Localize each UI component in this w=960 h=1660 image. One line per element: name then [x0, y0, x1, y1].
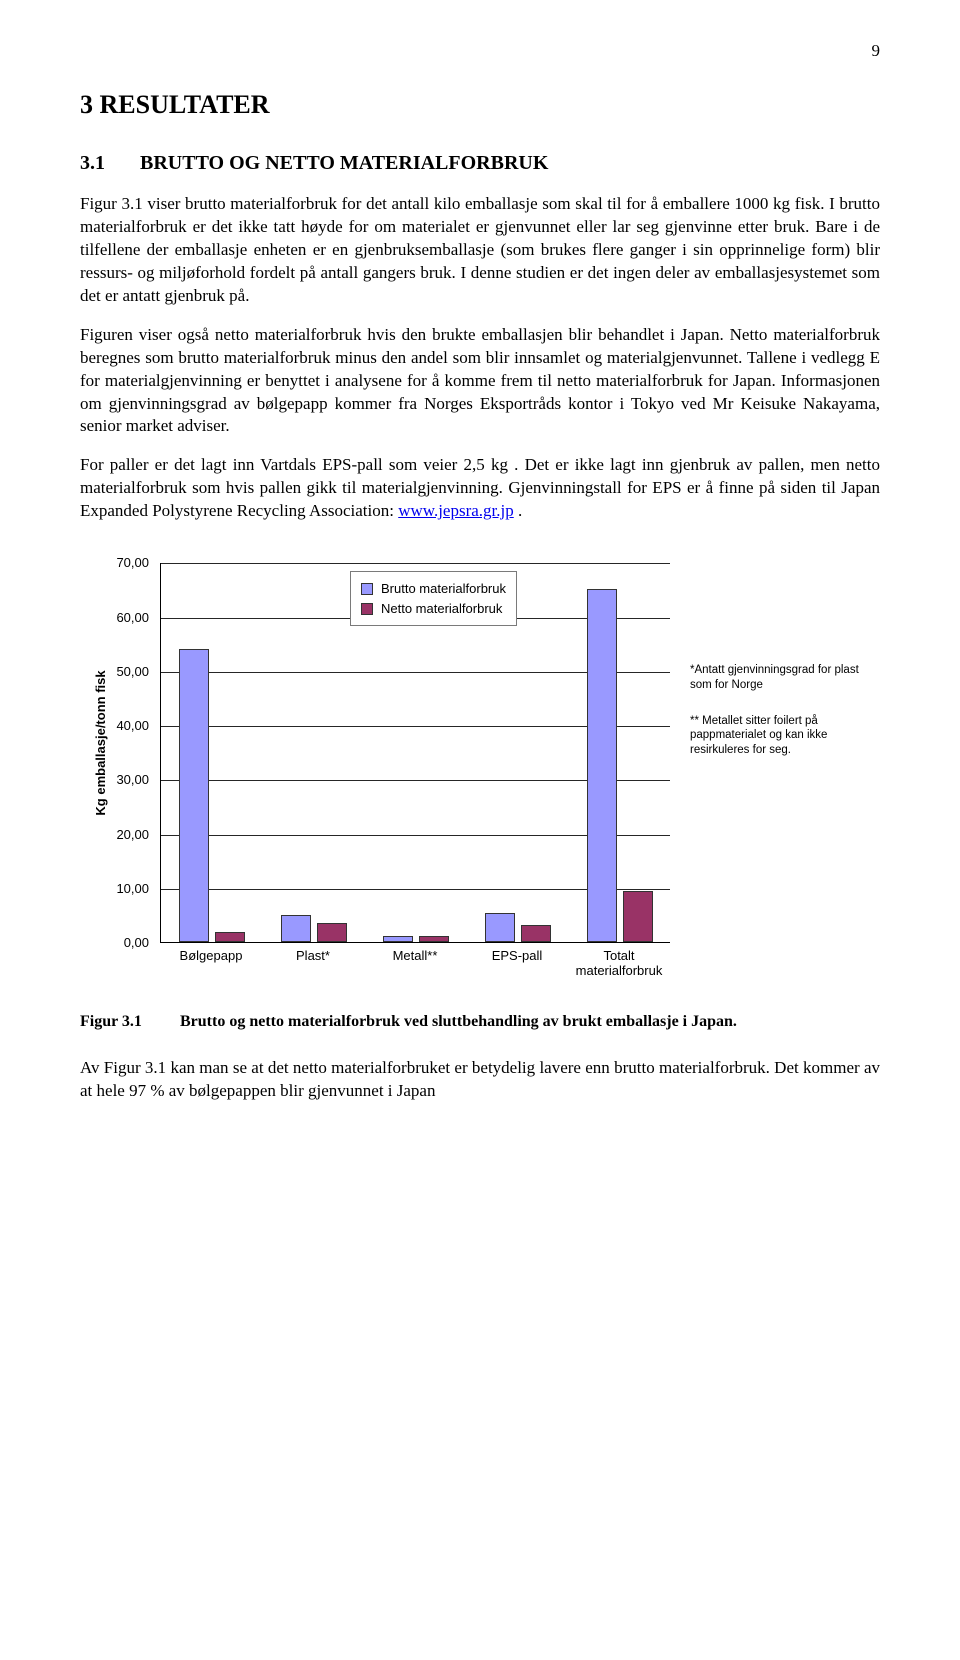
footnote-metall: ** Metallet sitter foilert på pappmateri… — [690, 714, 870, 757]
legend-swatch — [361, 603, 373, 615]
figure-caption-text: Brutto og netto materialforbruk ved slut… — [180, 1013, 737, 1030]
bar — [419, 936, 449, 943]
heading-section-3-1: 3.1BRUTTO OG NETTO MATERIALFORBRUK — [80, 150, 880, 177]
chart-footnotes: *Antatt gjenvinningsgrad for plast som f… — [690, 663, 870, 779]
heading-text: BRUTTO OG NETTO MATERIALFORBRUK — [140, 152, 548, 174]
y-tick-label: 60,00 — [80, 609, 155, 627]
figure-caption: Figur 3.1 Brutto og netto materialforbru… — [80, 1011, 880, 1033]
footnote-plast: *Antatt gjenvinningsgrad for plast som f… — [690, 663, 870, 692]
y-tick-label: 50,00 — [80, 663, 155, 681]
bar — [179, 649, 209, 942]
y-tick-label: 0,00 — [80, 934, 155, 952]
body-text: . — [514, 501, 523, 520]
jepsra-link[interactable]: www.jepsra.gr.jp — [398, 501, 514, 520]
y-tick-label: 30,00 — [80, 772, 155, 790]
figure-label: Figur 3.1 — [80, 1011, 176, 1033]
heading-results: 3 RESULTATER — [80, 87, 880, 122]
bar — [485, 913, 515, 942]
material-usage-chart: Kg emballasje/tonn fisk Brutto materialf… — [80, 553, 880, 993]
legend-swatch — [361, 583, 373, 595]
legend-item: Brutto materialforbruk — [361, 580, 506, 598]
body-paragraph: For paller er det lagt inn Vartdals EPS-… — [80, 454, 880, 523]
bar — [281, 915, 311, 942]
bar — [521, 925, 551, 942]
y-tick-label: 10,00 — [80, 880, 155, 898]
x-tick-label: Totaltmaterialforbruk — [576, 949, 663, 979]
y-tick-label: 20,00 — [80, 826, 155, 844]
bar — [383, 936, 413, 943]
legend-item: Netto materialforbruk — [361, 600, 506, 618]
x-tick-label: Bølgepapp — [180, 949, 243, 964]
chart-legend: Brutto materialforbruk Netto materialforb… — [350, 571, 517, 626]
x-tick-label: Metall** — [393, 949, 438, 964]
y-axis-label: Kg emballasje/tonn fisk — [92, 671, 110, 816]
y-tick-label: 70,00 — [80, 554, 155, 572]
y-tick-label: 40,00 — [80, 717, 155, 735]
bar — [215, 932, 245, 942]
body-paragraph: Av Figur 3.1 kan man se at det netto mat… — [80, 1057, 880, 1103]
bar — [623, 891, 653, 943]
page-number: 9 — [80, 40, 880, 63]
x-tick-label: Plast* — [296, 949, 330, 964]
legend-label: Brutto materialforbruk — [381, 580, 506, 598]
bar — [317, 923, 347, 942]
gridline — [161, 563, 670, 564]
bar — [587, 589, 617, 942]
body-paragraph: Figur 3.1 viser brutto materialforbruk f… — [80, 193, 880, 308]
body-paragraph: Figuren viser også netto materialforbruk… — [80, 324, 880, 439]
legend-label: Netto materialforbruk — [381, 600, 502, 618]
heading-number: 3.1 — [80, 150, 140, 177]
x-tick-label: EPS-pall — [492, 949, 543, 964]
